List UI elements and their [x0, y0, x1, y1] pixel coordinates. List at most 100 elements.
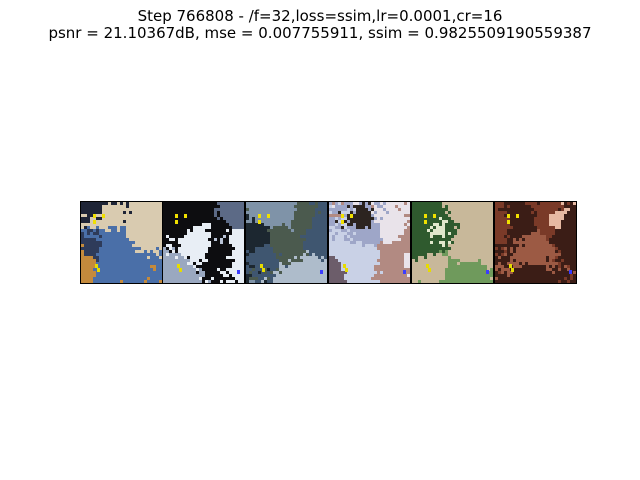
pixel [386, 259, 390, 263]
pixel [570, 253, 574, 257]
pixel [87, 259, 91, 263]
pixel [528, 271, 532, 275]
pixel [235, 247, 239, 251]
pixel [507, 217, 511, 221]
pixel [220, 217, 224, 221]
pixel [279, 280, 283, 283]
pixel [519, 271, 523, 275]
pixel [412, 271, 416, 275]
pixel [368, 256, 372, 260]
pixel [463, 280, 467, 283]
pixel [202, 268, 206, 272]
pixel [546, 223, 550, 227]
pixel [329, 220, 333, 224]
pixel [507, 241, 511, 245]
pixel [546, 265, 550, 269]
pixel [208, 205, 212, 209]
pixel [380, 259, 384, 263]
pixel [141, 271, 145, 275]
pixel [267, 259, 271, 263]
pixel [359, 223, 363, 227]
pixel [129, 262, 133, 266]
pixel [199, 259, 203, 263]
pixel [338, 262, 342, 266]
pixel [229, 205, 233, 209]
pixel [223, 277, 227, 281]
pixel [398, 220, 402, 224]
pixel [356, 244, 360, 248]
pixel [184, 271, 188, 275]
pixel [291, 241, 295, 245]
pixel [540, 265, 544, 269]
pixel [229, 253, 233, 257]
pixel [371, 217, 375, 221]
pixel [347, 205, 351, 209]
pixel [356, 262, 360, 266]
pixel [318, 259, 322, 263]
pixel [445, 256, 449, 260]
pixel [144, 244, 148, 248]
pixel [211, 205, 215, 209]
pixel [172, 271, 176, 275]
pixel [264, 238, 268, 242]
pixel [362, 214, 366, 218]
pixel [153, 250, 157, 254]
pixel [430, 244, 434, 248]
pixel [105, 244, 109, 248]
pixel [217, 274, 221, 278]
pixel [214, 220, 218, 224]
pixel [412, 280, 416, 283]
pixel [510, 235, 514, 239]
pixel [318, 229, 322, 233]
pixel [123, 277, 127, 281]
pixel [241, 247, 244, 251]
pixel [249, 211, 253, 215]
pixel [246, 238, 250, 242]
pixel [522, 277, 526, 281]
pixel [144, 223, 148, 227]
pixel [208, 277, 212, 281]
pixel [226, 220, 230, 224]
pixel [516, 250, 520, 254]
pixel [484, 214, 488, 218]
pixel [475, 208, 479, 212]
pixel [365, 205, 369, 209]
pixel [249, 241, 253, 245]
pixel [303, 220, 307, 224]
pixel [276, 220, 280, 224]
pixel [129, 265, 133, 269]
pixel [445, 280, 449, 283]
pixel [96, 226, 100, 230]
pixel [309, 268, 313, 272]
pixel [368, 265, 372, 269]
pixel [138, 277, 142, 281]
pixel [238, 280, 242, 283]
pixel [232, 202, 236, 206]
pixel [294, 238, 298, 242]
pixel [558, 277, 562, 281]
pixel [460, 211, 464, 215]
pixel [156, 220, 160, 224]
pixel [386, 253, 390, 257]
pixel [374, 280, 378, 283]
pixel [102, 259, 106, 263]
pixel [175, 229, 179, 233]
pixel [335, 271, 339, 275]
pixel [141, 274, 145, 278]
pixel [335, 256, 339, 260]
pixel [255, 229, 259, 233]
pixel [178, 244, 182, 248]
pixel [264, 277, 268, 281]
pixel [374, 214, 378, 218]
pixel [241, 241, 244, 245]
pixel [573, 220, 576, 224]
pixel [217, 229, 221, 233]
pixel [300, 280, 304, 283]
pixel [108, 274, 112, 278]
pixel [297, 202, 301, 206]
pixel [258, 226, 262, 230]
pixel [415, 247, 419, 251]
pixel [332, 277, 336, 281]
pixel [525, 208, 529, 212]
pixel [96, 235, 100, 239]
